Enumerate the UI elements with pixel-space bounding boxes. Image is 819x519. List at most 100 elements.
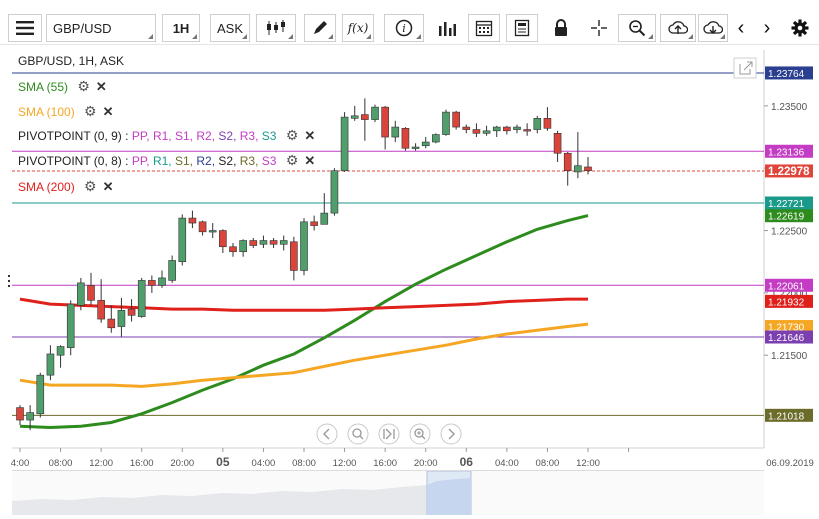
candle-body (543, 118, 552, 129)
zoom-in-icon[interactable] (409, 423, 431, 445)
price-tag (765, 196, 813, 210)
candle-body (492, 126, 501, 132)
sma200-label: SMA (200) (18, 180, 75, 194)
sma55-label: SMA (55) (18, 80, 69, 94)
gear-icon[interactable]: ⚙ (84, 103, 97, 119)
price-tag-label: 1.23764 (768, 69, 805, 80)
candle-body (107, 318, 116, 329)
download-button[interactable] (698, 14, 728, 42)
candle-body (117, 310, 126, 327)
price-tick-label: 1.23500 (771, 102, 808, 113)
chevron-left-icon[interactable]: ‹ (737, 16, 745, 39)
chevron-right-icon[interactable]: › (763, 16, 771, 39)
candle-body (208, 230, 217, 233)
lock-icon (555, 19, 567, 36)
legend-sma200: SMA (200) ⚙ ✕ (18, 178, 114, 195)
candle-body (97, 300, 105, 320)
info-button[interactable]: i (384, 14, 424, 42)
popout-icon[interactable] (733, 57, 757, 79)
volume-bars-button[interactable] (432, 14, 462, 42)
price-tag (765, 294, 813, 308)
pivot2-r3: R3, (239, 154, 259, 168)
gear-icon[interactable]: ⚙ (285, 152, 299, 168)
close-icon[interactable]: ✕ (102, 104, 114, 119)
gear-icon[interactable] (788, 14, 812, 42)
zoom-icon (629, 20, 646, 37)
calendar-button[interactable] (468, 14, 500, 42)
sma100-label: SMA (100) (18, 105, 75, 119)
time-tick-label: 04:00 (495, 458, 519, 469)
time-tick-label: 4:00 (11, 458, 30, 469)
candle-body (350, 115, 359, 119)
time-tick-label: 06 (460, 455, 474, 469)
pen-icon (314, 21, 327, 34)
indicators-button[interactable]: f(x) (342, 14, 374, 42)
price-labels: 1.23764 1.23136 1.22978 1.22721 1.22619 1.220… (765, 66, 813, 422)
legend-sma55: SMA (55) ⚙ ✕ (18, 78, 107, 95)
svg-text:i: i (402, 22, 406, 35)
crosshair-button[interactable] (584, 14, 614, 42)
candle-body (26, 412, 34, 421)
close-icon[interactable]: ✕ (304, 128, 316, 143)
gear-icon[interactable]: ⚙ (77, 78, 90, 94)
time-tick-label: 04:00 (252, 458, 276, 469)
lock-button[interactable] (546, 14, 576, 42)
time-navigator[interactable] (12, 470, 764, 516)
candle-body (239, 240, 247, 253)
candle-body (290, 241, 298, 271)
candle-body (168, 260, 176, 281)
time-tick-label: 12:00 (89, 458, 113, 469)
gear-icon[interactable]: ⚙ (285, 127, 299, 143)
timeframe-select[interactable]: 1H (162, 14, 200, 42)
pivot2-r2: R2, (196, 154, 216, 168)
price-tag (765, 164, 813, 178)
navigator-sparkline (12, 470, 472, 516)
candle-body (158, 277, 166, 286)
price-tick-label: 1.22000 (771, 289, 808, 300)
price-side-select[interactable]: ASK (210, 14, 250, 42)
candle-body (269, 240, 278, 245)
price-tag (765, 320, 813, 334)
close-icon[interactable]: ✕ (102, 179, 114, 194)
close-icon[interactable]: ✕ (304, 153, 316, 168)
candle-body (259, 240, 268, 245)
hamburger-menu-icon[interactable] (8, 14, 42, 42)
candle-body (310, 221, 318, 226)
pivot2-s2: S2, (218, 154, 237, 168)
gear-icon[interactable]: ⚙ (84, 178, 97, 194)
candle-body (56, 346, 65, 356)
time-tick-label: 16:00 (130, 458, 154, 469)
candle-body (553, 132, 562, 154)
candle-body (178, 217, 187, 263)
chevron-left-icon[interactable] (316, 423, 338, 445)
candle-body (320, 212, 329, 225)
drag-handle[interactable] (8, 275, 10, 287)
candle-body (574, 165, 582, 173)
price-tag-label: 1.21018 (768, 411, 805, 422)
price-tag-label: 1.23136 (768, 147, 805, 158)
close-icon[interactable]: ✕ (95, 79, 107, 94)
candle-body (584, 166, 592, 172)
candle-body (66, 303, 75, 349)
candle-body (36, 374, 45, 415)
price-tag-label: 1.22978 (768, 166, 810, 178)
calendar-icon (475, 20, 493, 37)
upload-button[interactable] (660, 14, 696, 42)
news-button[interactable] (506, 14, 538, 42)
time-tick-label: 06.09.2019 (766, 458, 814, 469)
price-tag (765, 209, 813, 223)
timeframe-label: 1H (172, 20, 190, 36)
chart-type-button[interactable] (256, 14, 296, 42)
draw-tool-button[interactable] (304, 14, 336, 42)
candle-body (249, 240, 258, 246)
function-label: f(x) (347, 21, 369, 35)
reset-view-icon[interactable] (378, 423, 400, 445)
time-tick-label: 12:00 (576, 458, 600, 469)
time-tick-label: 16:00 (373, 458, 397, 469)
zoom-out-icon[interactable] (347, 423, 369, 445)
zoom-button[interactable] (618, 14, 656, 42)
symbol-select[interactable]: GBP/USD (46, 14, 156, 42)
candle-body (391, 126, 400, 138)
chevron-right-icon[interactable] (440, 423, 462, 445)
